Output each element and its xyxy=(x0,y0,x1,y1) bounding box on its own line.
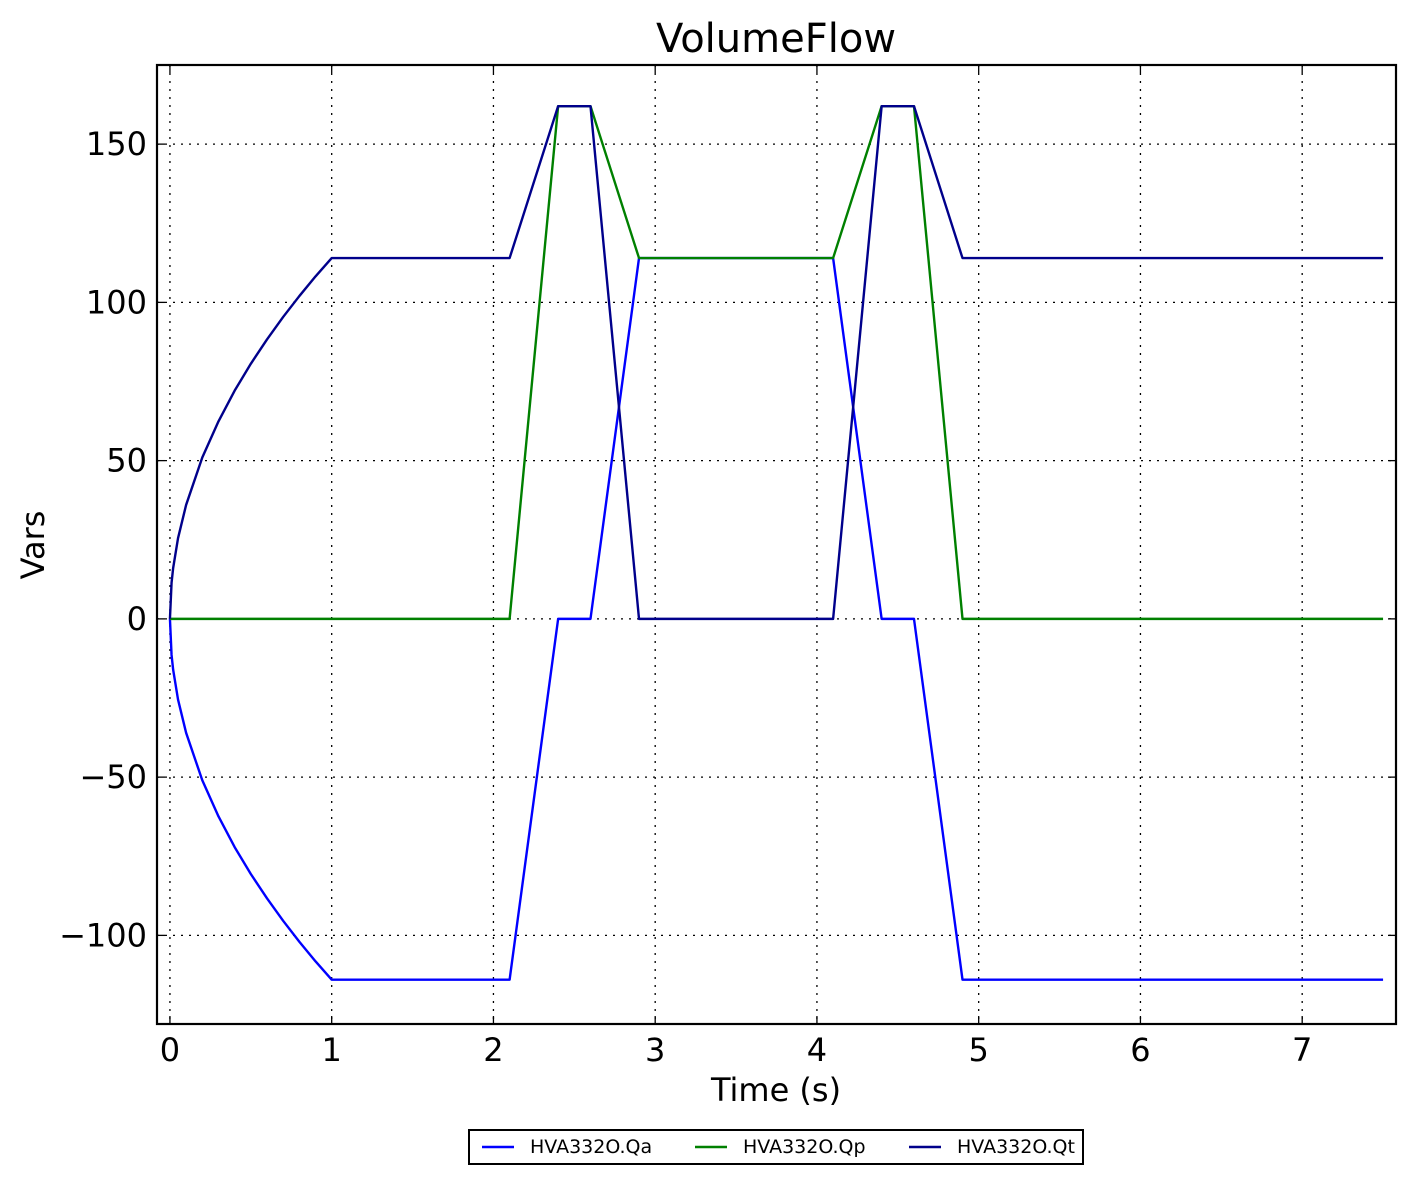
x-tick-label: 5 xyxy=(969,1031,989,1069)
legend-items: HVA332O.Qa HVA332O.Qp HVA332O.Qt xyxy=(482,1136,1075,1158)
legend: HVA332O.Qa HVA332O.Qp HVA332O.Qt xyxy=(468,1129,1084,1165)
legend-label: HVA332O.Qa xyxy=(530,1136,652,1158)
x-tick-label: 1 xyxy=(322,1031,342,1069)
chart-title: VolumeFlow xyxy=(656,16,896,62)
x-tick-label: 2 xyxy=(483,1031,503,1069)
x-tick-label: 0 xyxy=(160,1031,180,1069)
x-axis-label: Time (s) xyxy=(710,1071,841,1109)
y-tick-label: −50 xyxy=(79,758,147,796)
x-tick-label: 7 xyxy=(1292,1031,1312,1069)
y-tick-label: 150 xyxy=(86,125,147,163)
plot-frame xyxy=(155,63,1398,1026)
y-tick-label: 0 xyxy=(127,600,147,638)
x-tick-label: 6 xyxy=(1130,1031,1150,1069)
x-tick-label: 4 xyxy=(807,1031,827,1069)
series-layer xyxy=(168,104,1384,981)
series-line-hva332o-qa xyxy=(168,256,1384,981)
legend-label: HVA332O.Qt xyxy=(957,1136,1075,1158)
legend-label: HVA332O.Qp xyxy=(743,1136,866,1158)
y-axis-label: Vars xyxy=(14,511,52,580)
y-tick-label: 100 xyxy=(86,283,147,321)
y-tick-label: 50 xyxy=(106,442,147,480)
series-line-hva332o-qt xyxy=(168,104,1384,621)
legend-box xyxy=(468,1129,1084,1165)
x-tick-label: 3 xyxy=(645,1031,665,1069)
series-line-hva332o-qp xyxy=(169,104,1384,621)
grid-layer xyxy=(157,65,1396,1024)
y-tick-label: −100 xyxy=(59,916,147,954)
tick-layer: 0 1 2 3 4 5 6 7 −100 −50 0 50 100 150 xyxy=(59,65,1396,1069)
